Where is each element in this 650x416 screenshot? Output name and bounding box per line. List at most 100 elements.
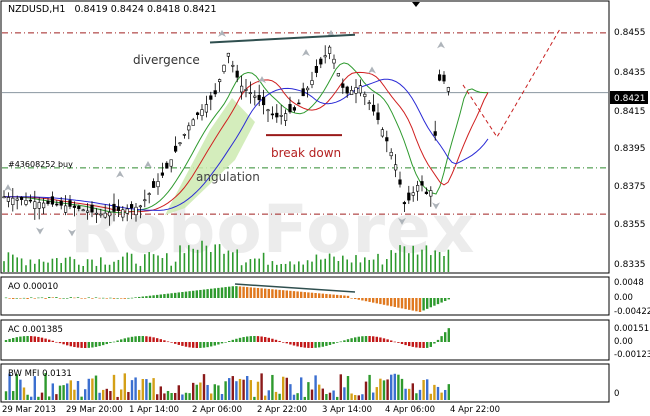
mfi-bar xyxy=(174,392,177,400)
current-price-badge xyxy=(610,91,648,104)
ao-bar xyxy=(397,298,400,308)
ac-bar xyxy=(318,342,321,348)
ao-bar xyxy=(300,291,303,298)
ao-bar xyxy=(231,286,234,298)
price-tick: 0.8395 xyxy=(614,144,646,154)
ac-bar xyxy=(138,336,141,342)
ao-bar xyxy=(102,297,105,299)
candle-body xyxy=(244,89,248,91)
ac-bar xyxy=(382,338,386,342)
ao-bar xyxy=(390,298,393,307)
ao-bar xyxy=(346,295,350,298)
ao-bar xyxy=(145,296,148,298)
ao-bar xyxy=(220,287,224,298)
price-axis: 0.8455 0.8435 0.8415 0.8395 0.8375 0.835… xyxy=(614,28,646,270)
ao-bar xyxy=(285,290,288,298)
candle-body xyxy=(81,209,85,212)
ac-bar xyxy=(166,341,170,343)
ao-bar xyxy=(166,293,170,298)
ac-bar xyxy=(192,342,195,348)
alligator-lips-line xyxy=(4,62,488,214)
candle-body xyxy=(257,95,261,101)
ac-bar xyxy=(246,336,249,342)
divergence-label: divergence xyxy=(133,53,200,67)
fractal-arrow-icon xyxy=(4,184,12,192)
ac-bar xyxy=(220,342,224,344)
mfi-bar xyxy=(224,381,227,400)
ac-bar xyxy=(422,342,425,348)
candle-body xyxy=(222,64,226,72)
ao-bar xyxy=(386,298,389,306)
ac-bar xyxy=(76,342,80,348)
ao-bar xyxy=(91,298,94,299)
candle-body xyxy=(376,112,380,120)
ao-bar xyxy=(264,288,267,298)
ao-bar xyxy=(87,297,90,299)
mfi-bar xyxy=(4,391,8,400)
break-down-label: break down xyxy=(271,146,341,160)
ac-bar xyxy=(411,342,414,347)
mfi-bar xyxy=(390,374,393,400)
mfi-bar xyxy=(184,392,188,400)
ao-bar xyxy=(289,290,292,298)
mfi-bar xyxy=(156,394,159,400)
ac-bar xyxy=(390,340,393,342)
mfi-label: BW MFI 0.0131 xyxy=(8,369,72,379)
ao-bar xyxy=(278,289,281,298)
ac-tick: 0.00 xyxy=(614,337,633,347)
ac-bar xyxy=(328,342,332,345)
ao-bar xyxy=(400,298,404,309)
ao-bar xyxy=(422,298,425,311)
candle-body xyxy=(77,206,81,209)
ao-bar xyxy=(296,291,299,298)
ao-bar xyxy=(440,298,443,303)
ac-bar xyxy=(260,336,263,342)
candle-body xyxy=(59,200,63,206)
mfi-bar xyxy=(195,384,198,400)
ao-bar xyxy=(134,297,137,298)
mfi-bar xyxy=(84,389,87,400)
ao-bar xyxy=(37,297,40,299)
ao-bar xyxy=(292,291,296,298)
ao-bar xyxy=(228,286,231,298)
ac-bar xyxy=(66,342,69,346)
time-tick: 29 Mar 20:00 xyxy=(66,405,123,415)
ao-bar xyxy=(112,298,116,299)
ac-bar xyxy=(310,342,314,348)
ao-bar xyxy=(235,286,238,298)
candle-body xyxy=(121,209,125,218)
fractal-arrow-icon xyxy=(398,217,406,225)
candle-body xyxy=(160,172,165,176)
candle-body xyxy=(327,46,332,54)
ac-bar xyxy=(184,342,188,347)
candle-body xyxy=(37,202,41,209)
mfi-bar xyxy=(368,374,371,400)
ac-bar xyxy=(224,342,227,343)
ao-bar xyxy=(40,297,44,299)
mfi-bar xyxy=(350,393,353,400)
candle-body xyxy=(314,65,319,73)
candle-body xyxy=(336,73,341,77)
ac-bar xyxy=(343,340,346,342)
mfi-bar xyxy=(76,381,80,400)
ac-bar xyxy=(105,342,108,345)
collapse-triangle-icon[interactable] xyxy=(412,2,420,7)
mfi-bar xyxy=(48,396,51,400)
ao-bar xyxy=(94,297,98,299)
ac-tick: -0.00123 xyxy=(614,350,650,360)
ac-bar xyxy=(440,336,443,342)
mfi-bar xyxy=(310,389,314,400)
ac-bar xyxy=(48,339,51,342)
ao-bar xyxy=(379,298,382,305)
mfi-bar xyxy=(12,391,15,400)
mfi-bar xyxy=(411,383,414,400)
ac-bar xyxy=(102,342,105,346)
mfi-bar xyxy=(321,388,324,400)
mfi-bar xyxy=(242,379,245,400)
mfi-bar xyxy=(141,378,144,400)
mfi-bar xyxy=(98,392,101,400)
alligator-jaw-line xyxy=(4,78,489,211)
mfi-bar xyxy=(177,385,180,400)
ao-bar xyxy=(429,298,432,308)
